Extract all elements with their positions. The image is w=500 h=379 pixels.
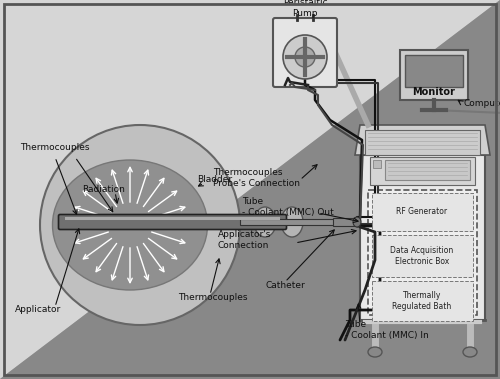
Bar [333, 218, 355, 226]
Bar [372, 193, 473, 231]
Text: Peristaltic
Pump: Peristaltic Pump [282, 0, 328, 18]
Text: Thermocouples: Thermocouples [178, 293, 248, 302]
Bar [400, 50, 468, 100]
Polygon shape [355, 125, 490, 155]
Bar [370, 157, 475, 185]
Ellipse shape [254, 207, 276, 237]
Text: RF Generator: RF Generator [396, 207, 448, 216]
Bar [372, 281, 473, 321]
Circle shape [40, 125, 240, 325]
Ellipse shape [281, 207, 303, 237]
Bar [368, 190, 477, 315]
Bar [365, 130, 480, 155]
Circle shape [295, 47, 315, 67]
Text: Thermally
Regulated Bath: Thermally Regulated Bath [392, 291, 452, 311]
Text: Applicator's
Connection: Applicator's Connection [218, 230, 272, 250]
Text: Applicator: Applicator [15, 305, 61, 315]
Text: Radiation: Radiation [82, 185, 125, 194]
Bar [240, 219, 335, 225]
Text: Tube
- Coolant (MMC) In: Tube - Coolant (MMC) In [345, 320, 429, 340]
Text: Catheter: Catheter [265, 280, 305, 290]
Circle shape [283, 35, 327, 79]
Ellipse shape [52, 160, 208, 290]
Text: Bladder: Bladder [197, 175, 232, 185]
Bar [65, 217, 280, 220]
Bar [373, 160, 381, 168]
Bar [372, 235, 473, 277]
Bar [385, 160, 470, 180]
FancyBboxPatch shape [273, 18, 337, 87]
Text: Computer: Computer [463, 99, 500, 108]
Bar [405, 55, 463, 87]
FancyBboxPatch shape [58, 215, 286, 230]
Text: Tube
- Coolant (MMC) Out: Tube - Coolant (MMC) Out [242, 197, 334, 217]
Text: Monitor: Monitor [412, 87, 456, 97]
Ellipse shape [463, 347, 477, 357]
Text: Thermocouples: Thermocouples [20, 144, 89, 152]
FancyBboxPatch shape [360, 155, 485, 320]
Text: Data Acquisition
Electronic Box: Data Acquisition Electronic Box [390, 246, 454, 266]
Text: Thermocouples
Probe's Connection: Thermocouples Probe's Connection [213, 168, 300, 188]
Ellipse shape [368, 347, 382, 357]
Ellipse shape [353, 217, 361, 227]
